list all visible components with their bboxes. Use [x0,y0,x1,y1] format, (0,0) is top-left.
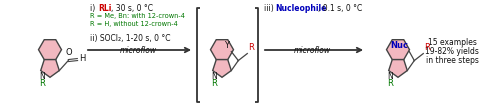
Text: microflow: microflow [294,46,331,55]
Text: ii) SOCl₂, 1-20 s, 0 °C: ii) SOCl₂, 1-20 s, 0 °C [90,34,170,43]
Polygon shape [210,40,234,60]
Text: microflow: microflow [120,46,156,55]
Text: 19-82% yields: 19-82% yields [425,47,479,56]
Text: R: R [387,79,392,88]
Text: 15 examples: 15 examples [428,38,476,47]
Text: iii): iii) [264,4,276,13]
Text: N: N [39,72,44,81]
Polygon shape [388,60,407,77]
Polygon shape [386,40,409,60]
Polygon shape [38,40,62,60]
Text: , 0.1 s, 0 °C: , 0.1 s, 0 °C [318,4,362,13]
Text: , 30 s, 0 °C: , 30 s, 0 °C [111,4,153,13]
Text: R = H, without 12-crown-4: R = H, without 12-crown-4 [90,21,178,27]
Text: Nucleophile: Nucleophile [275,4,326,13]
Text: H: H [80,54,86,63]
Polygon shape [40,60,60,77]
Text: i): i) [90,4,98,13]
Text: R: R [424,43,430,52]
Text: N: N [211,72,216,81]
Text: in three steps: in three steps [426,56,478,65]
Text: RLi: RLi [98,4,112,13]
Text: N: N [387,72,392,81]
Text: Nuc: Nuc [390,41,408,50]
Text: R: R [248,43,254,52]
Text: R: R [39,79,44,88]
Text: R = Me, Bn: with 12-crown-4: R = Me, Bn: with 12-crown-4 [90,13,185,19]
Polygon shape [212,60,232,77]
Text: Y: Y [224,41,230,50]
Text: R: R [211,79,216,88]
Text: O: O [66,48,72,57]
